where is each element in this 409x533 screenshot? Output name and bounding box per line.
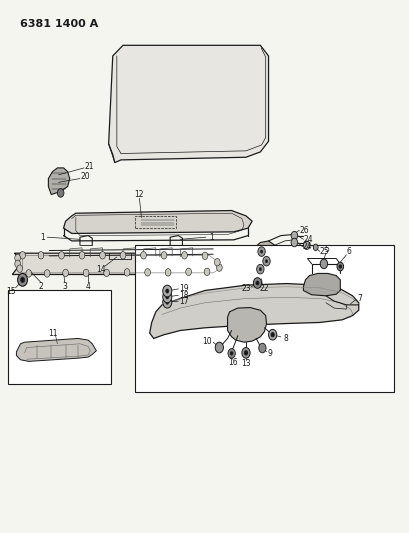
Circle shape: [258, 343, 265, 353]
Text: 12: 12: [133, 190, 143, 199]
Text: 16: 16: [227, 358, 237, 367]
Circle shape: [244, 351, 247, 355]
Circle shape: [165, 300, 169, 304]
Circle shape: [165, 295, 169, 299]
Circle shape: [15, 260, 20, 268]
Polygon shape: [227, 308, 266, 342]
Circle shape: [270, 333, 274, 337]
Text: 1: 1: [208, 233, 213, 241]
Circle shape: [103, 269, 109, 277]
Circle shape: [227, 349, 235, 358]
Polygon shape: [252, 241, 276, 277]
Circle shape: [15, 254, 20, 262]
Circle shape: [99, 252, 105, 259]
Circle shape: [144, 269, 150, 276]
Polygon shape: [303, 273, 339, 296]
Text: 22: 22: [259, 285, 269, 293]
Text: 11: 11: [48, 329, 58, 337]
Circle shape: [181, 252, 187, 259]
Circle shape: [162, 296, 171, 308]
Text: 25: 25: [319, 247, 328, 256]
Circle shape: [161, 252, 166, 259]
Text: 10: 10: [201, 337, 211, 345]
Text: 2: 2: [38, 282, 43, 290]
Circle shape: [165, 269, 171, 276]
Text: 3: 3: [62, 282, 67, 290]
Circle shape: [20, 277, 25, 282]
Circle shape: [202, 252, 207, 260]
Circle shape: [204, 268, 209, 276]
Polygon shape: [16, 338, 96, 361]
Text: 9: 9: [267, 350, 272, 358]
Circle shape: [290, 231, 297, 240]
Circle shape: [255, 281, 258, 285]
Circle shape: [268, 329, 276, 340]
Text: 8: 8: [283, 334, 288, 343]
Text: 18: 18: [178, 291, 188, 300]
Polygon shape: [12, 253, 223, 274]
Circle shape: [303, 241, 309, 249]
Circle shape: [18, 273, 27, 286]
Text: 7: 7: [357, 294, 362, 303]
Text: 5: 5: [324, 246, 329, 254]
Circle shape: [256, 264, 263, 274]
Circle shape: [185, 268, 191, 276]
Text: 19: 19: [178, 285, 188, 293]
Circle shape: [38, 252, 44, 259]
Polygon shape: [108, 45, 268, 163]
Circle shape: [140, 252, 146, 259]
Text: 14: 14: [96, 265, 106, 274]
Circle shape: [215, 342, 223, 353]
Text: 24: 24: [302, 243, 312, 251]
Circle shape: [165, 289, 169, 293]
Text: 20: 20: [80, 173, 90, 181]
Circle shape: [262, 256, 270, 266]
Text: 24: 24: [303, 235, 313, 244]
Text: 6381 1400 A: 6381 1400 A: [20, 19, 99, 29]
Circle shape: [162, 291, 171, 303]
Text: 4: 4: [85, 282, 90, 290]
Text: 13: 13: [240, 359, 250, 368]
Text: 23: 23: [240, 285, 250, 293]
Text: 6: 6: [345, 247, 350, 256]
Bar: [135, 245, 393, 392]
Circle shape: [338, 265, 341, 268]
Text: 17: 17: [178, 297, 188, 305]
Circle shape: [214, 259, 220, 266]
Circle shape: [336, 262, 343, 271]
Circle shape: [58, 252, 64, 259]
Circle shape: [20, 252, 25, 259]
Circle shape: [216, 264, 222, 271]
Text: 15: 15: [7, 287, 16, 296]
Circle shape: [241, 348, 249, 358]
Circle shape: [162, 285, 171, 297]
Circle shape: [17, 265, 22, 272]
Circle shape: [312, 244, 317, 251]
Polygon shape: [48, 168, 70, 195]
Polygon shape: [63, 211, 252, 233]
Circle shape: [57, 189, 64, 197]
Text: 26: 26: [299, 226, 308, 235]
Circle shape: [260, 250, 262, 253]
Circle shape: [265, 260, 267, 263]
Bar: [8, 290, 110, 384]
Circle shape: [124, 269, 130, 276]
Circle shape: [258, 268, 261, 271]
Circle shape: [253, 278, 261, 288]
Circle shape: [44, 270, 50, 277]
Circle shape: [257, 247, 265, 256]
Polygon shape: [149, 284, 358, 338]
Text: 1: 1: [40, 233, 45, 241]
Bar: [135, 216, 176, 228]
Circle shape: [290, 238, 297, 247]
Circle shape: [26, 270, 31, 277]
Circle shape: [230, 352, 232, 355]
Circle shape: [319, 259, 327, 269]
Circle shape: [63, 269, 68, 277]
Circle shape: [83, 269, 89, 277]
Text: 21: 21: [84, 163, 94, 171]
Circle shape: [120, 252, 126, 259]
Circle shape: [79, 252, 85, 259]
